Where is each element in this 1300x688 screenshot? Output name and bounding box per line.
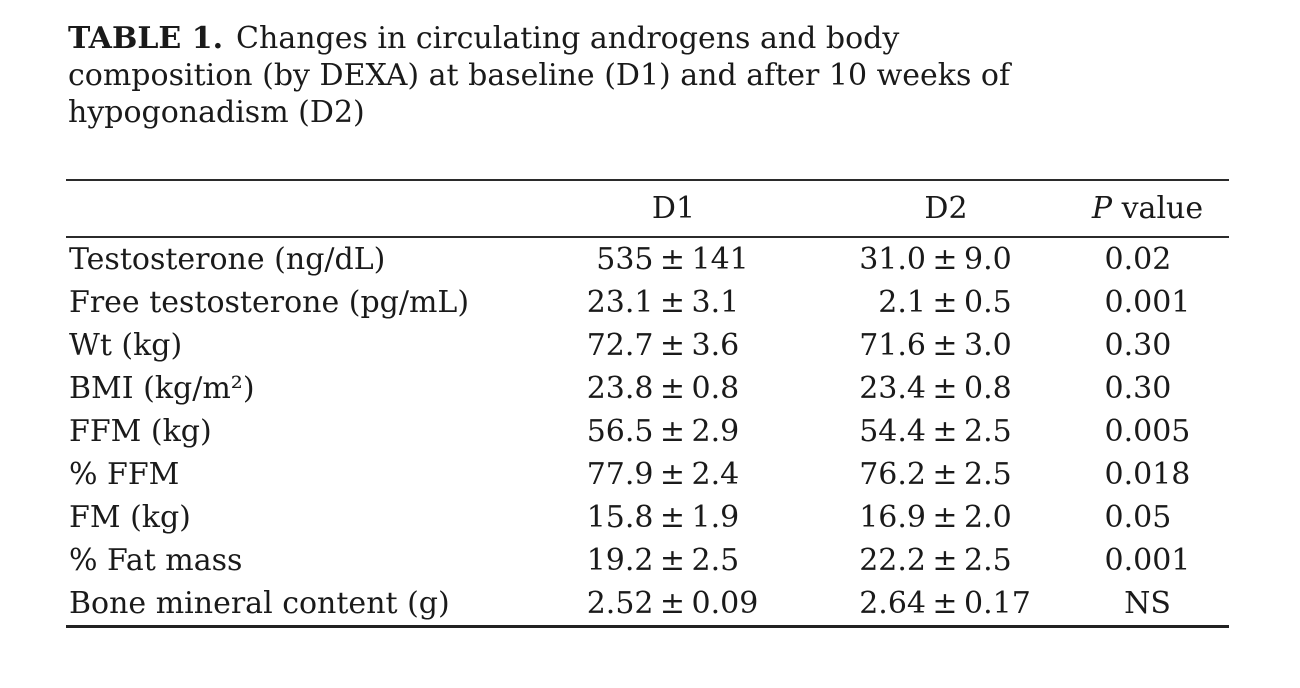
p-value: 0.02 — [1104, 242, 1172, 277]
d1-value: 23.8 ±0.8 — [586, 371, 740, 406]
d2-value: 23.4 ±0.8 — [859, 371, 1012, 406]
table-body: Testosterone (ng/dL) 535 ±141 31.0 ±9.0 0.02 F… — [66, 237, 1229, 627]
paper-page: TABLE 1. Changes in circulating androgens… — [66, 20, 1229, 628]
p-value: NS — [1124, 586, 1171, 621]
d2-value: 31.0 ±9.0 — [859, 242, 1012, 277]
d2-value: 16.9 ±2.0 — [859, 500, 1012, 535]
row-label: % FFM — [69, 457, 180, 492]
d1-value: 535 ±141 — [596, 242, 749, 277]
table-row: % Fat mass 19.2 ±2.5 22.2 ±2.5 0.001 — [66, 539, 1229, 582]
row-label: FM (kg) — [69, 500, 191, 535]
table-row: Wt (kg) 72.7 ±3.6 71.6 ±3.0 0.30 — [66, 324, 1229, 367]
p-value: 0.018 — [1104, 457, 1191, 492]
p-italic: P — [1091, 191, 1113, 226]
row-label: Free testosterone (pg/mL) — [69, 285, 470, 320]
d1-value: 56.5 ±2.9 — [586, 414, 740, 449]
table-row: FFM (kg) 56.5 ±2.9 54.4 ±2.5 0.005 — [66, 410, 1229, 453]
d1-value: 77.9 ±2.4 — [586, 457, 740, 492]
table-row: Free testosterone (pg/mL) 23.1 ±3.1 2.1 ±0.5… — [66, 281, 1229, 324]
p-value: 0.001 — [1104, 285, 1191, 320]
d2-value: 54.4 ±2.5 — [859, 414, 1012, 449]
d1-value: 15.8 ±1.9 — [586, 500, 740, 535]
d2-value: 2.1 ±0.5 — [878, 285, 1012, 320]
p-value: 0.30 — [1104, 371, 1172, 406]
row-label: Wt (kg) — [69, 328, 183, 363]
caption-line-3: hypogonadism (D2) — [68, 95, 365, 130]
d1-value: 72.7 ±3.6 — [586, 328, 740, 363]
table-row: % FFM 77.9 ±2.4 76.2 ±2.5 0.018 — [66, 453, 1229, 496]
d1-value: 23.1 ±3.1 — [586, 285, 740, 320]
p-value: 0.005 — [1104, 414, 1191, 449]
data-table: D1 D2 P value Testosterone (ng/dL) 535 ±14… — [66, 179, 1229, 628]
caption-line-2: composition (by DEXA) at baseline (D1) a… — [68, 58, 1011, 93]
row-label: Bone mineral content (g) — [69, 586, 450, 621]
header-row: D1 D2 P value — [66, 180, 1229, 238]
row-label: % Fat mass — [69, 543, 243, 578]
header-d1: D1 — [521, 180, 826, 238]
p-value: 0.001 — [1104, 543, 1191, 578]
header-d2: D2 — [826, 180, 1066, 238]
p-rest: value — [1121, 191, 1204, 226]
table-caption: TABLE 1. Changes in circulating androgens… — [68, 20, 1178, 131]
table-row: Testosterone (ng/dL) 535 ±141 31.0 ±9.0 0.02 — [66, 237, 1229, 281]
header-empty — [66, 180, 521, 238]
d1-value: 2.52 ±0.09 — [586, 586, 759, 621]
table-row: BMI (kg/m²) 23.8 ±0.8 23.4 ±0.8 0.30 — [66, 367, 1229, 410]
p-value: 0.30 — [1104, 328, 1172, 363]
caption-text-1: Changes in circulating androgens and bod… — [236, 21, 900, 56]
row-label: Testosterone (ng/dL) — [69, 242, 386, 277]
table-row: Bone mineral content (g) 2.52 ±0.09 2.64 ±0.… — [66, 582, 1229, 627]
d2-value: 2.64 ±0.17 — [859, 586, 1031, 621]
header-p-value: P value — [1066, 180, 1229, 238]
d2-value: 71.6 ±3.0 — [859, 328, 1012, 363]
d1-value: 19.2 ±2.5 — [586, 543, 740, 578]
table-row: FM (kg) 15.8 ±1.9 16.9 ±2.0 0.05 — [66, 496, 1229, 539]
d2-value: 22.2 ±2.5 — [859, 543, 1012, 578]
row-label: BMI (kg/m²) — [69, 371, 255, 406]
table-number-label: TABLE 1. — [68, 21, 224, 56]
p-value: 0.05 — [1104, 500, 1172, 535]
caption-line-1: TABLE 1. Changes in circulating androgens… — [68, 20, 1178, 57]
d2-value: 76.2 ±2.5 — [859, 457, 1012, 492]
row-label: FFM (kg) — [69, 414, 212, 449]
